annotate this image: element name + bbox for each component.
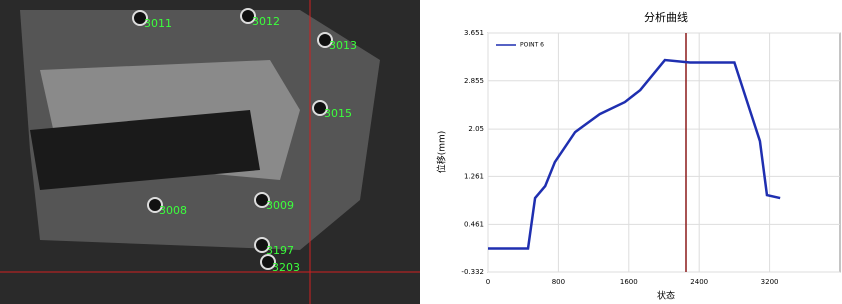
target-label: 3008 (159, 204, 187, 217)
y-tick-label: 1.261 (464, 172, 484, 180)
y-axis-label: 位移(mm) (436, 131, 448, 174)
target-label: 3009 (266, 199, 294, 212)
target-label: 3203 (272, 261, 300, 274)
target-label: 3015 (324, 107, 352, 120)
chart-title: 分析曲线 (644, 10, 688, 24)
target-label: 3012 (252, 15, 280, 28)
y-tick-label: -0.332 (461, 268, 484, 276)
chart: 分析曲线 状态 位移(mm) -0.332 0.461 1.261 2.05 2.855… (430, 0, 842, 304)
x-tick-label: 2400 (690, 278, 708, 286)
x-axis-label: 状态 (657, 290, 675, 302)
plot-area (488, 33, 840, 272)
y-tick-label: 2.855 (464, 77, 484, 85)
target-label: 3011 (144, 17, 172, 30)
x-tick-label: 1600 (620, 278, 638, 286)
y-tick-label: 3.651 (464, 29, 484, 37)
x-tick-label: 0 (486, 278, 490, 286)
y-tick-label: 0.461 (464, 220, 484, 228)
x-tick-label: 3200 (761, 278, 779, 286)
target-label: 3013 (329, 39, 357, 52)
screenshot: 30113012301330153008300931973203 分析曲线 状态… (0, 0, 842, 304)
y-tick-label: 2.05 (468, 125, 484, 133)
x-tick-label: 800 (552, 278, 565, 286)
legend-label: POINT 6 (520, 42, 544, 49)
